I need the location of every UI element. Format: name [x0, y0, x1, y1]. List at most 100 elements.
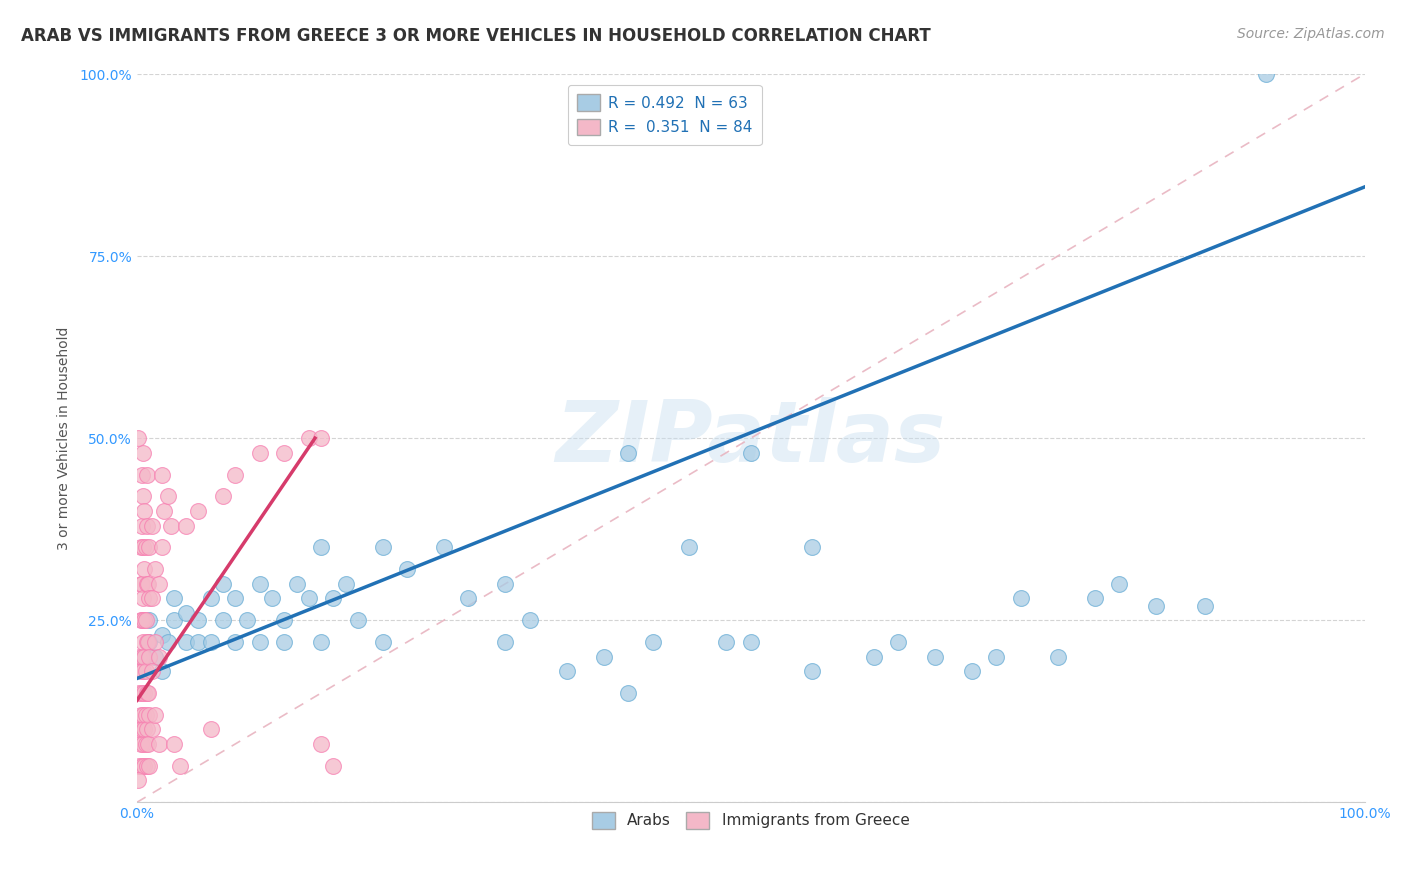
Point: [236, 613, 259, 627]
Point: [145, 649, 167, 664]
Point: [132, 446, 155, 460]
Point: [136, 576, 159, 591]
Y-axis label: 3 or more Vehicles in Household: 3 or more Vehicles in Household: [58, 326, 72, 549]
Point: [740, 446, 762, 460]
Point: [129, 613, 152, 627]
Point: [127, 431, 149, 445]
Point: [1046, 649, 1069, 664]
Point: [200, 635, 222, 649]
Point: [298, 591, 321, 606]
Point: [134, 759, 156, 773]
Point: [148, 576, 170, 591]
Point: [174, 518, 197, 533]
Point: [960, 664, 983, 678]
Point: [131, 467, 153, 482]
Point: [309, 431, 332, 445]
Point: [169, 759, 191, 773]
Point: [200, 723, 222, 737]
Legend: Arabs, Immigrants from Greece: Arabs, Immigrants from Greece: [586, 805, 915, 835]
Point: [494, 635, 516, 649]
Point: [128, 649, 150, 664]
Point: [145, 635, 167, 649]
Point: [132, 541, 155, 555]
Point: [150, 628, 173, 642]
Point: [132, 649, 155, 664]
Point: [1108, 576, 1130, 591]
Point: [163, 613, 186, 627]
Point: [716, 635, 738, 649]
Point: [322, 591, 344, 606]
Point: [135, 664, 157, 678]
Point: [131, 759, 153, 773]
Point: [134, 686, 156, 700]
Point: [309, 541, 332, 555]
Point: [138, 613, 160, 627]
Point: [128, 686, 150, 700]
Point: [1084, 591, 1107, 606]
Point: [273, 446, 295, 460]
Point: [135, 467, 157, 482]
Point: [129, 664, 152, 678]
Point: [371, 541, 394, 555]
Point: [129, 541, 152, 555]
Point: [131, 613, 153, 627]
Point: [641, 635, 664, 649]
Point: [163, 737, 186, 751]
Point: [148, 737, 170, 751]
Point: [617, 446, 640, 460]
Point: [132, 591, 155, 606]
Point: [138, 635, 160, 649]
Point: [135, 518, 157, 533]
Point: [592, 649, 614, 664]
Point: [160, 518, 183, 533]
Point: [862, 649, 884, 664]
Point: [150, 467, 173, 482]
Point: [224, 591, 246, 606]
Point: [129, 737, 152, 751]
Point: [174, 606, 197, 620]
Point: [212, 576, 235, 591]
Point: [249, 446, 271, 460]
Point: [138, 707, 160, 722]
Point: [131, 576, 153, 591]
Point: [132, 737, 155, 751]
Point: [132, 707, 155, 722]
Point: [273, 635, 295, 649]
Point: [135, 707, 157, 722]
Point: [135, 686, 157, 700]
Point: [134, 562, 156, 576]
Point: [131, 723, 153, 737]
Point: [132, 664, 155, 678]
Text: Source: ZipAtlas.com: Source: ZipAtlas.com: [1237, 27, 1385, 41]
Point: [132, 490, 155, 504]
Point: [298, 431, 321, 445]
Point: [371, 635, 394, 649]
Point: [187, 504, 209, 518]
Point: [309, 635, 332, 649]
Point: [156, 490, 179, 504]
Point: [131, 686, 153, 700]
Point: [141, 518, 163, 533]
Point: [127, 773, 149, 788]
Point: [617, 686, 640, 700]
Point: [136, 737, 159, 751]
Point: [150, 541, 173, 555]
Point: [285, 576, 308, 591]
Point: [131, 518, 153, 533]
Point: [887, 635, 910, 649]
Point: [153, 504, 176, 518]
Point: [135, 737, 157, 751]
Point: [135, 759, 157, 773]
Point: [433, 541, 456, 555]
Point: [224, 635, 246, 649]
Point: [1010, 591, 1032, 606]
Point: [924, 649, 946, 664]
Text: ZIPatlas: ZIPatlas: [555, 397, 946, 480]
Point: [128, 759, 150, 773]
Point: [136, 635, 159, 649]
Point: [138, 759, 160, 773]
Point: [322, 759, 344, 773]
Point: [134, 723, 156, 737]
Point: [131, 649, 153, 664]
Point: [135, 613, 157, 627]
